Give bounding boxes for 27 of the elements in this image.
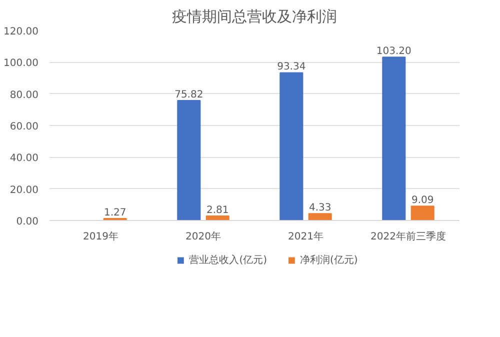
- x-tick-label: 2021年: [288, 230, 324, 242]
- data-label: 1.27: [104, 207, 126, 218]
- legend-label: 营业总收入(亿元): [189, 254, 267, 267]
- data-label: 103.20: [376, 46, 412, 58]
- bar: [280, 72, 304, 220]
- x-tick-label: 2019年: [83, 230, 118, 242]
- data-label: 2.81: [206, 205, 229, 216]
- data-label: 93.34: [277, 62, 306, 73]
- data-label: 75.82: [174, 89, 204, 100]
- bar: [177, 100, 201, 220]
- data-label: 9.09: [411, 195, 434, 206]
- chart-title: 疫情期间总营收及净利润: [172, 8, 337, 26]
- x-tick-label: 2020年: [186, 230, 221, 242]
- y-tick-label: 40.00: [10, 153, 39, 164]
- y-tick-label: 0.00: [16, 216, 38, 228]
- y-tick-label: 100.00: [4, 58, 39, 70]
- y-tick-label: 20.00: [10, 184, 39, 196]
- y-tick-label: 120.00: [4, 26, 39, 38]
- legend-label: 净利润(亿元): [300, 254, 358, 267]
- bar: [382, 56, 406, 220]
- x-tick-label: 2022年前三季度: [370, 230, 446, 242]
- bar: [410, 206, 434, 220]
- y-tick-label: 60.00: [10, 122, 39, 132]
- bar: [206, 216, 230, 220]
- bar: [308, 213, 332, 220]
- data-label: 4.33: [308, 202, 332, 214]
- y-tick-label: 80.00: [10, 90, 39, 101]
